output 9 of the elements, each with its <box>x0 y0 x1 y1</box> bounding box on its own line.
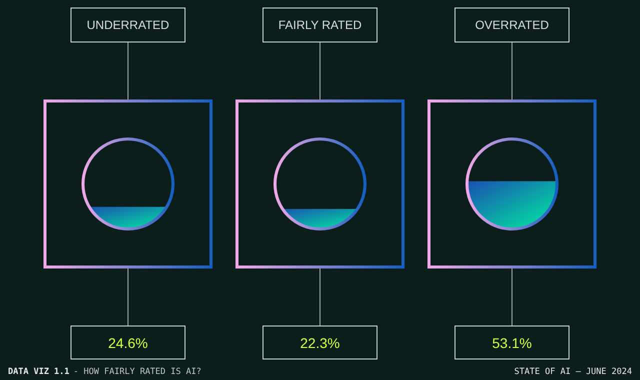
data-label: 24.6% <box>108 335 148 351</box>
category-label: UNDERRATED <box>86 18 170 32</box>
category-label: OVERRATED <box>475 18 550 32</box>
category-label: FAIRLY RATED <box>278 18 362 32</box>
data-label: 22.3% <box>300 335 340 351</box>
text: - HOW FAIRLY RATED IS AI? <box>73 367 202 377</box>
text: DATA VIZ 1.1 <box>8 367 70 377</box>
data-label: 53.1% <box>492 335 532 351</box>
text: STATE OF AI — JUNE 2024 <box>514 367 632 377</box>
